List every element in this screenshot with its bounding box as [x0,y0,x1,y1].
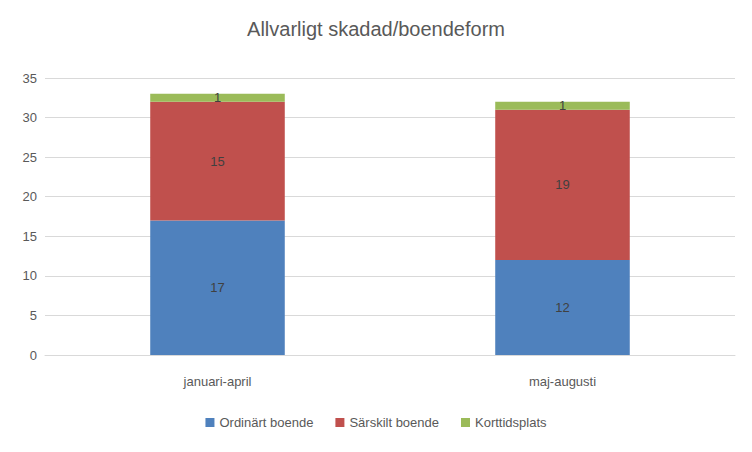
svg-text:10: 10 [23,268,37,283]
svg-text:35: 35 [23,71,37,86]
svg-text:19: 19 [555,177,569,192]
svg-text:Allvarligt skadad/boendeform: Allvarligt skadad/boendeform [247,18,505,40]
svg-text:12: 12 [555,300,569,315]
svg-text:Korttidsplats: Korttidsplats [475,415,547,430]
svg-text:30: 30 [23,110,37,125]
svg-text:0: 0 [30,348,37,363]
svg-text:Särskilt boende: Särskilt boende [349,415,439,430]
svg-text:1: 1 [559,98,566,113]
svg-text:20: 20 [23,189,37,204]
svg-text:25: 25 [23,150,37,165]
svg-text:1: 1 [214,90,221,105]
svg-text:5: 5 [30,308,37,323]
svg-text:15: 15 [210,154,224,169]
svg-text:januari-april: januari-april [183,374,252,389]
svg-text:Ordinärt boende: Ordinärt boende [219,415,313,430]
svg-text:17: 17 [210,280,224,295]
svg-text:maj-augusti: maj-augusti [529,374,596,389]
svg-text:15: 15 [23,229,37,244]
